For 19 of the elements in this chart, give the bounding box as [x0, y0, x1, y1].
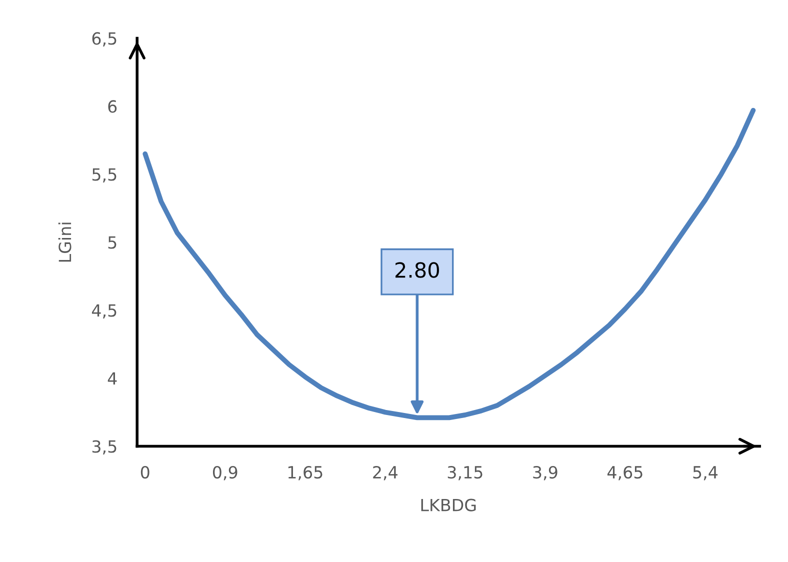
- y-tick-label: 4,5: [92, 304, 116, 318]
- line-series: [142, 108, 756, 420]
- y-tick-label: 5,5: [92, 168, 116, 182]
- x-tick-label: 5,4: [693, 466, 718, 480]
- x-tick-label: 0: [140, 466, 150, 479]
- y-tick-label: 4: [108, 372, 117, 385]
- y-tick-label: 6,5: [92, 32, 116, 46]
- annotation: 2.80: [396, 262, 439, 278]
- x-tick-label: 0,9: [212, 466, 238, 480]
- y-tick-label: 5: [108, 236, 116, 249]
- x-tick-label: 3,9: [533, 466, 558, 480]
- x-tick-label: 3,15: [448, 466, 482, 480]
- x-tick-label: 4,65: [607, 466, 642, 480]
- y-axis-title: LGini: [58, 222, 72, 262]
- x-tick-label: 1,65: [288, 466, 322, 480]
- y-tick-label: 6: [108, 100, 117, 113]
- y-tick-label: 3,5: [92, 440, 116, 454]
- x-axis-title: LKBDG: [421, 498, 476, 512]
- x-tick-label: 2,4: [373, 466, 398, 480]
